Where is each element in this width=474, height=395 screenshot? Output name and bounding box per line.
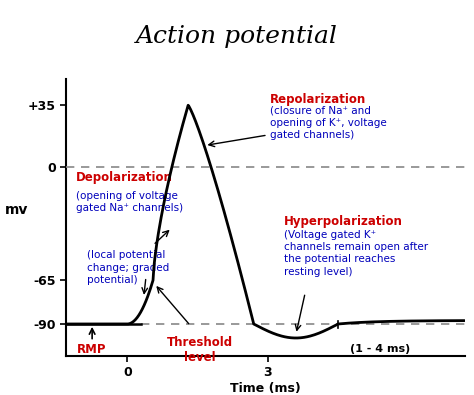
- Text: (local potential
change; graded
potential): (local potential change; graded potentia…: [87, 250, 170, 285]
- Text: Depolarization: Depolarization: [76, 171, 173, 184]
- Text: (Voltage gated K⁺
channels remain open after
the potential reaches
resting level: (Voltage gated K⁺ channels remain open a…: [284, 229, 428, 277]
- Text: (opening of voltage
gated Na⁺ channels): (opening of voltage gated Na⁺ channels): [76, 191, 183, 213]
- Text: Threshold
level: Threshold level: [167, 336, 233, 364]
- Text: (closure of Na⁺ and
opening of K⁺, voltage
gated channels): (closure of Na⁺ and opening of K⁺, volta…: [270, 105, 387, 140]
- Y-axis label: mv: mv: [5, 203, 28, 217]
- X-axis label: Time (ms): Time (ms): [230, 382, 301, 395]
- Text: Repolarization: Repolarization: [270, 93, 366, 106]
- Text: RMP: RMP: [77, 343, 107, 356]
- Text: (1 - 4 ms): (1 - 4 ms): [350, 344, 410, 354]
- Text: Action potential: Action potential: [136, 25, 338, 49]
- Text: Hyperpolarization: Hyperpolarization: [284, 216, 403, 228]
